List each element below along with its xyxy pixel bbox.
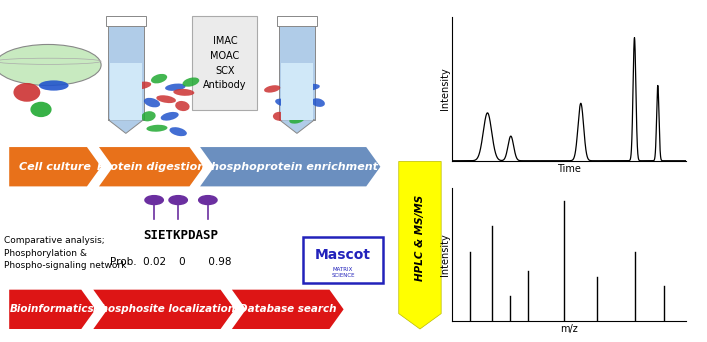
FancyBboxPatch shape xyxy=(277,16,317,26)
Ellipse shape xyxy=(175,101,189,111)
Text: Cell culture: Cell culture xyxy=(19,162,91,172)
Text: Protein digestion: Protein digestion xyxy=(98,162,205,172)
Polygon shape xyxy=(232,290,344,329)
Ellipse shape xyxy=(132,82,151,89)
FancyBboxPatch shape xyxy=(303,237,383,283)
Circle shape xyxy=(199,196,217,205)
FancyBboxPatch shape xyxy=(279,17,315,120)
X-axis label: Time: Time xyxy=(557,163,581,173)
Ellipse shape xyxy=(182,77,199,87)
Polygon shape xyxy=(108,120,144,133)
Ellipse shape xyxy=(144,98,160,107)
Y-axis label: Intensity: Intensity xyxy=(440,234,450,276)
Ellipse shape xyxy=(0,44,101,86)
Ellipse shape xyxy=(275,98,291,107)
Polygon shape xyxy=(9,290,95,329)
Circle shape xyxy=(145,196,163,205)
Text: Phosphosite localization: Phosphosite localization xyxy=(93,304,235,314)
Text: IMAC
MOAC
SCX
Antibody: IMAC MOAC SCX Antibody xyxy=(203,36,247,91)
X-axis label: m/z: m/z xyxy=(560,324,578,334)
Text: HPLC & MS/MS: HPLC & MS/MS xyxy=(415,194,425,281)
Text: Prob.  0.02    0       0.98: Prob. 0.02 0 0.98 xyxy=(110,256,231,267)
Ellipse shape xyxy=(160,112,179,121)
Polygon shape xyxy=(200,147,380,186)
Ellipse shape xyxy=(165,83,186,91)
Polygon shape xyxy=(279,120,315,133)
Ellipse shape xyxy=(146,125,168,132)
Ellipse shape xyxy=(289,116,305,124)
Polygon shape xyxy=(9,147,101,186)
FancyBboxPatch shape xyxy=(281,63,313,120)
Ellipse shape xyxy=(264,85,281,93)
Text: Comparative analysis;
Phosphorylation &
Phospho-signaling network: Comparative analysis; Phosphorylation & … xyxy=(4,236,126,270)
Ellipse shape xyxy=(286,78,300,87)
Circle shape xyxy=(169,196,187,205)
FancyBboxPatch shape xyxy=(106,16,146,26)
Ellipse shape xyxy=(170,127,187,136)
Ellipse shape xyxy=(273,112,286,121)
Text: Bioinformatics: Bioinformatics xyxy=(10,304,95,314)
Text: Phosphoprotein enrichment: Phosphoprotein enrichment xyxy=(203,162,378,172)
Ellipse shape xyxy=(151,74,167,83)
Ellipse shape xyxy=(295,94,313,101)
Text: Mascot: Mascot xyxy=(315,248,371,262)
Polygon shape xyxy=(99,147,204,186)
FancyBboxPatch shape xyxy=(110,63,142,120)
Ellipse shape xyxy=(173,89,194,96)
Polygon shape xyxy=(399,161,441,329)
Ellipse shape xyxy=(13,83,40,102)
Text: SIETKPDASP: SIETKPDASP xyxy=(143,229,218,242)
FancyBboxPatch shape xyxy=(108,17,144,120)
Ellipse shape xyxy=(311,98,325,107)
Text: Database search: Database search xyxy=(239,304,337,314)
Polygon shape xyxy=(93,290,235,329)
FancyBboxPatch shape xyxy=(192,16,257,110)
Ellipse shape xyxy=(303,84,320,91)
Ellipse shape xyxy=(39,80,69,91)
Y-axis label: Intensity: Intensity xyxy=(440,68,450,110)
Ellipse shape xyxy=(156,95,176,103)
Text: MATRIX
SCIENCE: MATRIX SCIENCE xyxy=(331,267,355,278)
Ellipse shape xyxy=(30,102,52,117)
Ellipse shape xyxy=(141,111,156,121)
